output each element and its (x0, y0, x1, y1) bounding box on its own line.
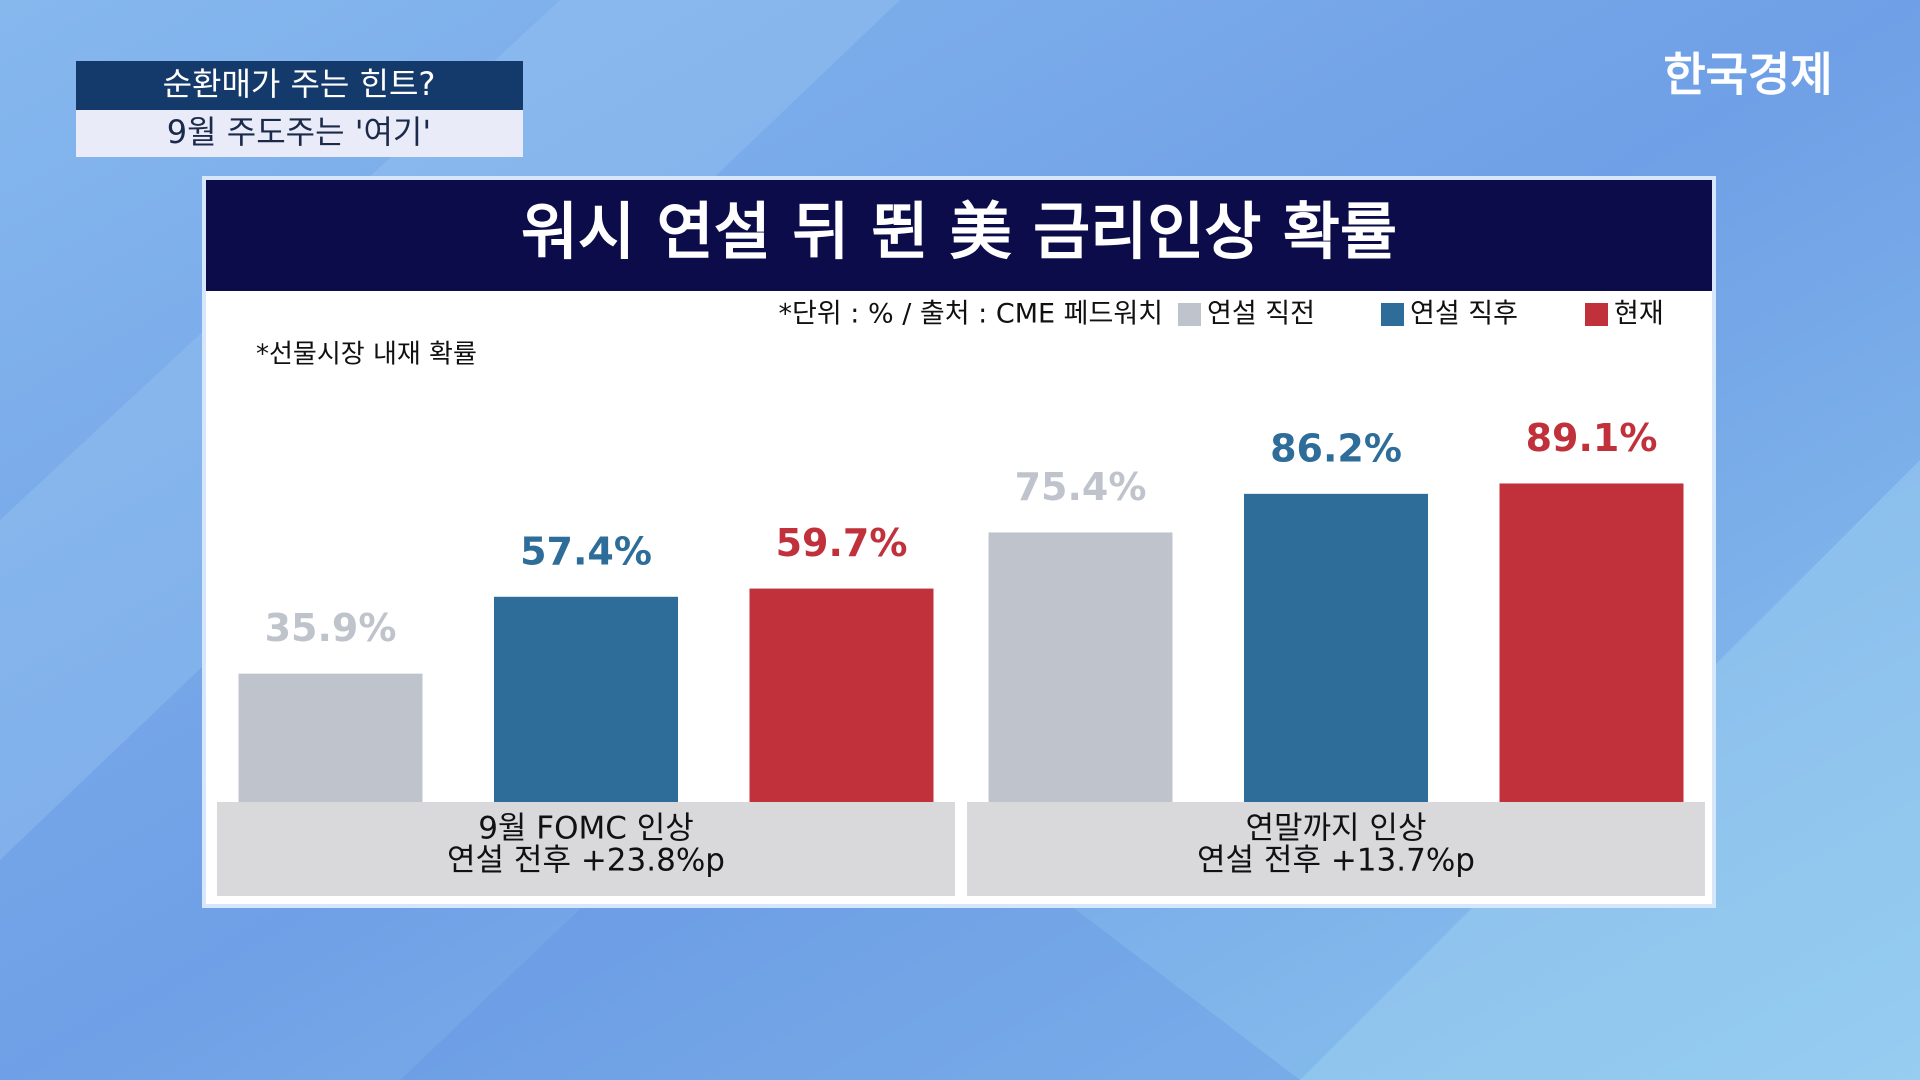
caption-bottom: 9월 주도주는 '여기' (167, 113, 431, 151)
category-box (967, 802, 1705, 896)
subnote: *선물시장 내재 확률 (256, 340, 477, 370)
bar (749, 588, 934, 802)
legend-swatch (1178, 303, 1201, 326)
value-label: 35.9% (265, 606, 397, 650)
bar (1244, 493, 1428, 802)
legend-label: 현재 (1614, 299, 1664, 330)
x-tick-label: 연말까지 인상 (1246, 811, 1427, 847)
caption-bottom-box (76, 110, 523, 157)
value-label: 75.4% (1015, 465, 1147, 509)
caption-top-box (76, 61, 523, 110)
value-label: 86.2% (1270, 426, 1402, 470)
chart-title: 워시 연설 뒤 뛴 美 금리인상 확률 (521, 195, 1397, 268)
value-label: 89.1% (1526, 416, 1658, 460)
legend-label: 연설 직후 (1410, 299, 1518, 330)
category-note: 연설 전후 +23.8%p (447, 843, 725, 879)
category-note: 연설 전후 +13.7%p (1197, 843, 1475, 879)
bar (238, 673, 423, 802)
value-label: 59.7% (776, 521, 908, 565)
bar (988, 532, 1173, 802)
category-box (217, 802, 955, 896)
bar (1499, 483, 1684, 802)
legend-swatch (1381, 303, 1404, 326)
chart-panel (202, 176, 1716, 908)
legend-label: 연설 직전 (1207, 299, 1315, 330)
value-label: 57.4% (520, 529, 652, 573)
caption-top: 순환매가 주는 힌트? (163, 65, 436, 103)
x-tick-label: 9월 FOMC 인상 (478, 811, 694, 847)
legend-swatch (1585, 303, 1608, 326)
title-bar (206, 180, 1712, 291)
bar (494, 596, 678, 802)
note: *단위 : % / 출처 : CME 페드워치 (779, 299, 1163, 330)
logo: 한국경제 (1663, 48, 1832, 102)
